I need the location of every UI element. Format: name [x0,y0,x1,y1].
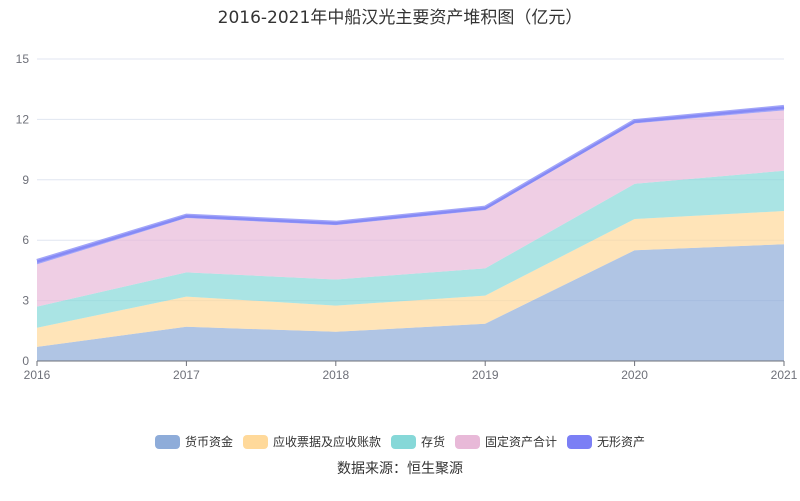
y-tick-label: 6 [22,233,29,247]
chart-title: 2016-2021年中船汉光主要资产堆积图（亿元） [217,8,583,28]
y-tick-label: 9 [22,173,29,187]
legend-label: 无形资产 [597,435,646,449]
legend-label: 应收票据及应收账款 [272,435,381,449]
legend-item[interactable]: 货币资金 [154,433,233,450]
legend-swatch [455,434,480,449]
legend-label: 存货 [420,435,445,449]
legend-swatch [390,434,416,449]
legend-swatch [567,434,593,449]
data-source: 数据来源：恒生聚源 [337,461,463,477]
area-0 [37,244,784,361]
area-3 [37,110,784,307]
legend-item[interactable]: 应收票据及应收账款 [242,433,381,450]
legend-item[interactable]: 无形资产 [567,433,645,450]
legend-item[interactable]: 存货 [390,433,445,450]
legend: 货币资金 应收票据及应收账款 存货 固定资产合计 无形资产 [0,433,800,450]
legend-item[interactable]: 固定资产合计 [455,433,557,450]
y-tick-label: 3 [22,294,29,308]
x-tick-label: 2018 [322,368,349,382]
y-tick-label: 15 [16,52,30,66]
legend-swatch [154,434,180,449]
legend-label: 货币资金 [184,435,233,449]
area-1 [37,211,784,347]
stacked-area-chart: 0 3 6 9 12 15 2016 2017 2018 2019 2020 2021 [16,52,798,382]
legend-swatch [242,434,268,449]
x-tick-label: 2017 [173,368,200,382]
x-tick-label: 2021 [771,368,798,382]
x-tick-label: 2019 [472,368,499,382]
x-tick-label: 2016 [24,368,51,382]
y-tick-label: 12 [16,112,30,126]
area-top-line [36,104,785,263]
legend-label: 固定资产合计 [485,435,558,449]
y-tick-label: 0 [22,354,29,368]
x-tick-label: 2020 [621,368,648,382]
area-2 [37,170,784,328]
